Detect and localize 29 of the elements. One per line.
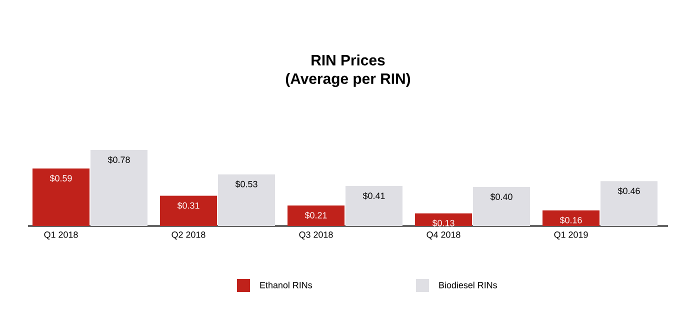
chart-subtitle: (Average per RIN) (286, 73, 410, 88)
x-tick-label: Q3 2018 (299, 232, 333, 240)
data-label: $0.59 (50, 174, 72, 182)
bar (288, 206, 345, 226)
legend-label: Ethanol RINs (260, 282, 312, 288)
x-tick-label: Q4 2018 (426, 232, 460, 240)
bar (346, 186, 403, 226)
bar (218, 174, 276, 226)
bar (160, 196, 218, 226)
data-label: $0.13 (432, 220, 454, 227)
bar (600, 181, 658, 226)
x-tick-label: Q1 2018 (44, 232, 78, 240)
bar (542, 210, 600, 226)
data-label: $0.31 (177, 202, 200, 210)
legend-label: Biodiesel RINs (439, 282, 497, 288)
chart-title: RIN Prices (312, 54, 385, 66)
bar (473, 187, 530, 226)
data-label: $0.40 (490, 193, 512, 200)
bar (415, 213, 472, 226)
x-tick-label: Q2 2018 (172, 232, 206, 240)
bar (32, 168, 90, 226)
x-tick-label: Q1 2019 (554, 232, 588, 240)
data-label: $0.46 (618, 187, 640, 195)
data-label: $0.78 (108, 156, 130, 164)
bar (90, 150, 148, 226)
data-label: $0.16 (560, 216, 582, 224)
data-label: $0.21 (304, 212, 327, 219)
data-label: $0.41 (362, 192, 385, 200)
data-label: $0.53 (235, 180, 258, 188)
